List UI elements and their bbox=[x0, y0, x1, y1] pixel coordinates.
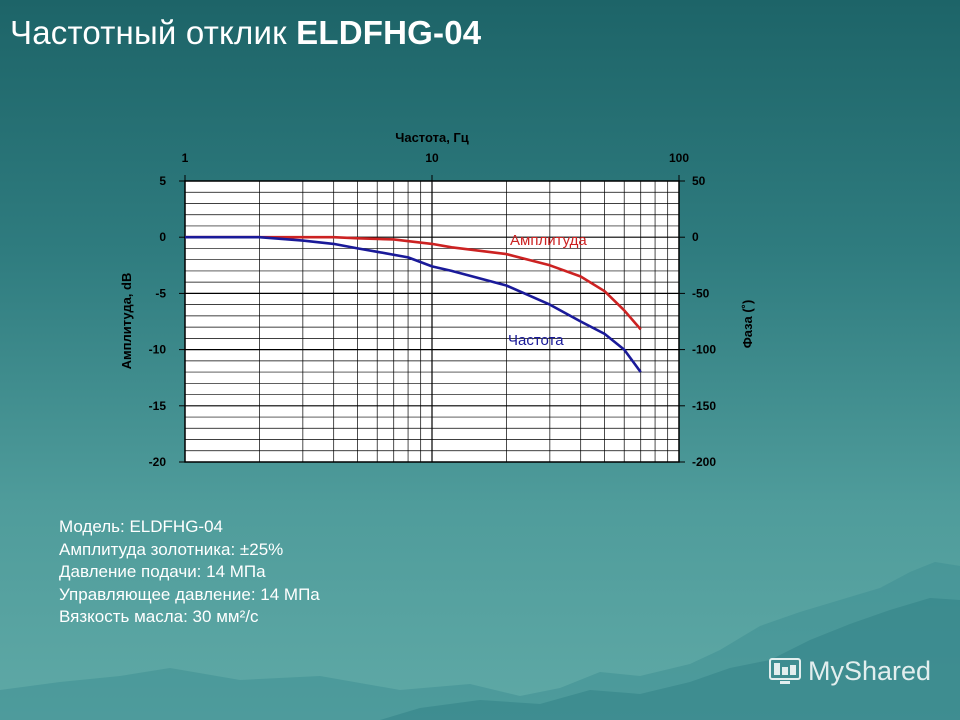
x-tick-label: 1 bbox=[182, 151, 189, 165]
amplitude-series-line bbox=[185, 235, 642, 331]
y-right-tick-label: -100 bbox=[692, 343, 716, 357]
x-axis-title: Частота, Гц bbox=[395, 130, 469, 145]
x-tick-label: 10 bbox=[425, 151, 439, 165]
watermark: MyShared bbox=[768, 656, 931, 687]
spec-oil-viscosity: Вязкость масла: 30 мм²/с bbox=[59, 607, 259, 627]
y-left-tick-label: -20 bbox=[149, 455, 167, 469]
legend-label-amplitude: Амплитуда bbox=[510, 232, 587, 249]
y-right-tick-label: -50 bbox=[692, 286, 710, 300]
y-axis-right-title: Фаза (˚) bbox=[740, 300, 755, 349]
spec-supply-pressure: Давление подачи: 14 МПа bbox=[59, 562, 266, 582]
y-left-tick-label: -15 bbox=[149, 399, 167, 413]
specs-list: Модель: ELDFHG-04 Амплитуда золотника: ±… bbox=[59, 516, 320, 629]
myshared-logo-icon bbox=[769, 657, 801, 684]
y-left-tick-label: 0 bbox=[159, 230, 166, 244]
spec-control-pressure: Управляющее давление: 14 МПа bbox=[59, 584, 320, 604]
grid-layer bbox=[185, 181, 679, 462]
y-axis-left-title: Амплитуда, dB bbox=[119, 273, 134, 370]
y-left-tick-label: -5 bbox=[155, 286, 166, 300]
slide-title: Частотный отклик ELDFHG-04 bbox=[10, 14, 481, 52]
title-model: ELDFHG-04 bbox=[296, 14, 482, 51]
spec-spool-amplitude: Амплитуда золотника: ±25% bbox=[59, 539, 284, 559]
spec-model: Модель: ELDFHG-04 bbox=[59, 517, 223, 536]
series-layer bbox=[185, 235, 642, 373]
title-prefix: Частотный отклик bbox=[10, 14, 287, 51]
y-left-tick-label: 5 bbox=[159, 174, 166, 188]
legend-label-phase: Частота bbox=[508, 332, 564, 349]
y-right-tick-label: -200 bbox=[692, 455, 716, 469]
y-left-tick-label: -10 bbox=[149, 343, 167, 357]
y-right-tick-label: -150 bbox=[692, 399, 716, 413]
y-right-tick-label: 50 bbox=[692, 174, 706, 188]
phase-series-line bbox=[185, 235, 642, 373]
y-right-tick-label: 0 bbox=[692, 230, 699, 244]
x-tick-label: 100 bbox=[669, 151, 689, 165]
watermark-text: MyShared bbox=[808, 656, 932, 686]
